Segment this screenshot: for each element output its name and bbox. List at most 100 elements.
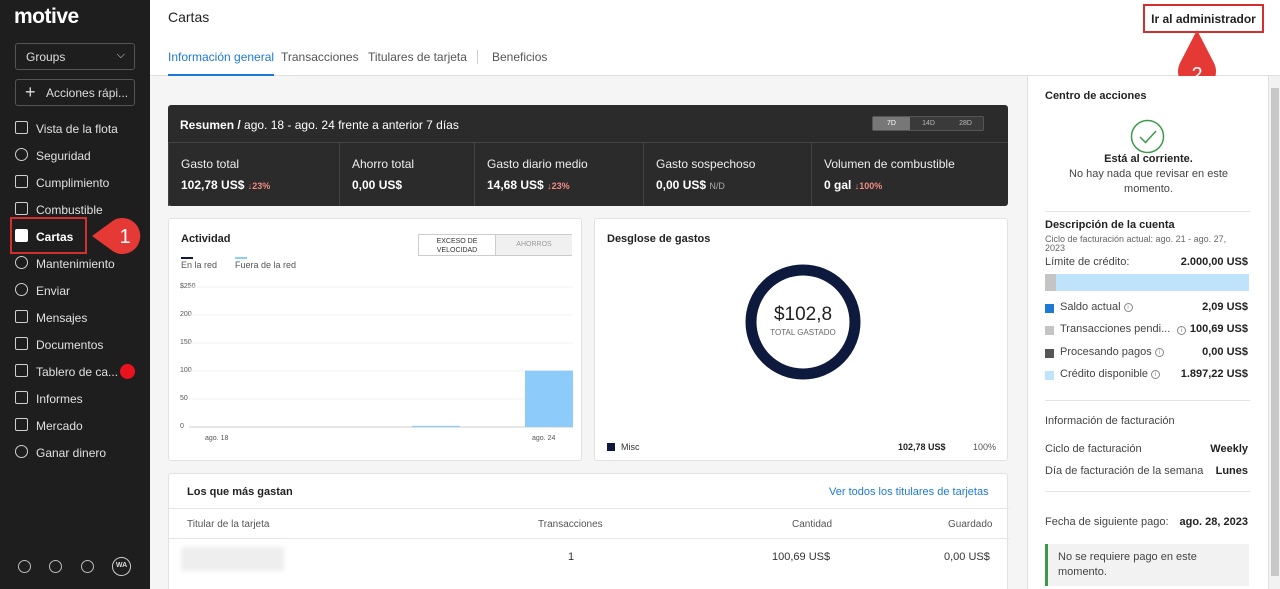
donut-total: $102,8 <box>773 304 833 325</box>
legend-on-label: En la red <box>181 260 218 270</box>
info-icon[interactable]: i <box>1151 370 1161 379</box>
billing-cycle-value: Weekly <box>1210 443 1248 455</box>
chat-icon <box>15 310 28 323</box>
tab-overview[interactable]: Información general <box>168 50 275 76</box>
row-saved: 0,00 US$ <box>944 551 990 563</box>
avatar[interactable]: WA <box>112 557 131 576</box>
donut-total-label: TOTAL GASTADO <box>770 328 836 337</box>
metric-fuel-volume: Volumen de combustible 0 gal ↓100% <box>811 143 1008 206</box>
scrollbar-thumb[interactable] <box>1271 88 1279 576</box>
bar-ago-22[interactable] <box>411 425 460 427</box>
sidebar-item-marketplace[interactable]: Mercado <box>0 412 150 439</box>
metric-delta: ↓23% <box>547 181 570 191</box>
panel-scrollbar[interactable] <box>1268 76 1280 589</box>
current-balance-text: Saldo actual <box>1060 301 1121 313</box>
document-icon <box>15 337 28 350</box>
plus-icon: + <box>25 82 36 102</box>
clipboard-icon <box>15 175 28 188</box>
note-line2: momento. <box>1058 566 1107 578</box>
range-28d-button[interactable]: 28D <box>959 120 972 127</box>
toggle-savings[interactable]: AHORROS <box>496 235 572 255</box>
current-balance-label: Saldo actual i <box>1060 301 1133 313</box>
available-credit-label: Crédito disponible i <box>1060 368 1161 380</box>
sidebar-item-dispatch[interactable]: Enviar <box>0 277 150 304</box>
processing-payments-value: 0,00 US$ <box>1202 346 1248 358</box>
status-title: Está al corriente. <box>1104 153 1193 165</box>
processing-payments-swatch <box>1045 349 1054 358</box>
billing-cycle-label: Ciclo de facturación <box>1045 443 1142 455</box>
metric-amount: 14,68 US$ <box>487 178 544 192</box>
activity-toggle: EXCESO DE VELOCIDAD AHORROS <box>418 234 572 256</box>
groups-select[interactable]: Groups ⌵ <box>15 43 135 70</box>
row-amount: 100,69 US$ <box>772 551 831 563</box>
table-header-divider <box>169 538 1009 539</box>
sidebar-footer: WA <box>0 555 150 579</box>
range-7d-button[interactable]: 7D <box>873 117 910 130</box>
sidebar-item-label: Ganar dinero <box>36 446 107 460</box>
info-icon[interactable]: i <box>1123 303 1133 312</box>
bar-ago-24[interactable] <box>525 370 573 427</box>
y-tick: 150 <box>180 339 192 346</box>
panel-divider <box>1045 400 1250 401</box>
user-settings-icon[interactable] <box>18 560 31 573</box>
callout-marker-1: 1 <box>92 218 141 254</box>
legend-swatch-on <box>181 257 193 259</box>
breakdown-title: Desglose de gastos <box>607 233 711 245</box>
metric-total-savings: Ahorro total 0,00 US$ <box>339 143 474 206</box>
top-spenders-title: Los que más gastan <box>187 486 293 498</box>
activity-card: Actividad EXCESO DE VELOCIDAD AHORROS En… <box>168 218 582 461</box>
row-transactions: 1 <box>568 551 575 563</box>
sidebar-item-compliance[interactable]: Cumplimiento <box>0 169 150 196</box>
sidebar-item-fleet-view[interactable]: Vista de la flota <box>0 115 150 142</box>
check-circle-icon <box>1130 119 1165 154</box>
metric-value: 0,00 US$ <box>352 178 402 192</box>
sidebar-item-label: Tablero de ca... <box>36 365 119 379</box>
sidebar-item-cards[interactable]: Cartas <box>0 223 150 250</box>
y-tick: $250 <box>180 283 196 290</box>
billing-info-title: Información de facturación <box>1045 415 1175 427</box>
sidebar-nav: Vista de la flota Seguridad Cumplimiento… <box>0 115 150 466</box>
tab-divider <box>477 50 478 64</box>
tab-transactions[interactable]: Transacciones <box>281 50 359 64</box>
quick-actions-button[interactable]: + Acciones rápi... <box>15 79 135 106</box>
metric-amount: 0 gal <box>824 178 852 192</box>
sidebar-item-messages[interactable]: Mensajes <box>0 304 150 331</box>
sidebar-item-dashboard[interactable]: Tablero de ca... <box>0 358 150 385</box>
sidebar-item-label: Cumplimiento <box>36 176 110 190</box>
shield-icon <box>15 148 28 161</box>
sidebar-item-fuel[interactable]: Combustible <box>0 196 150 223</box>
callout-marker-2: 2 <box>1178 30 1216 91</box>
spend-breakdown-card: Desglose de gastos $102,8 TOTAL GASTADO … <box>594 218 1008 461</box>
fuel-icon <box>15 202 28 215</box>
motive-logo[interactable]: motive <box>14 5 79 28</box>
metric-delta: ↓100% <box>854 181 883 191</box>
toggle-speeding[interactable]: EXCESO DE VELOCIDAD <box>419 235 496 255</box>
page-header: Cartas Ir al administrador Información g… <box>150 0 1280 76</box>
current-balance-value: 2,09 US$ <box>1202 301 1248 313</box>
notification-dot <box>120 364 135 379</box>
tab-benefits[interactable]: Beneficios <box>492 50 548 64</box>
go-to-admin-button[interactable]: Ir al administrador <box>1143 4 1264 33</box>
next-payment-label: Fecha de siguiente pago: <box>1045 516 1169 528</box>
note-line1: No se requiere pago en este <box>1058 551 1197 563</box>
sidebar-item-maintenance[interactable]: Mantenimiento <box>0 250 150 277</box>
view-all-cardholders-link[interactable]: Ver todos los titulares de tarjetas <box>829 486 989 498</box>
metric-label: Gasto diario medio <box>487 157 588 171</box>
metric-amount: 0,00 US$ <box>352 178 403 192</box>
tab-cardholders[interactable]: Titulares de tarjeta <box>368 50 467 64</box>
sidebar-item-safety[interactable]: Seguridad <box>0 142 150 169</box>
range-toggle: 7D 14D 28D <box>872 116 984 131</box>
column-amount: Cantidad <box>792 519 833 530</box>
bell-icon[interactable] <box>81 560 94 573</box>
summary-panel: Resumen / ago. 18 - ago. 24 frente a ant… <box>168 105 1008 206</box>
info-icon[interactable]: i <box>1154 348 1164 357</box>
sidebar-item-earn-money[interactable]: Ganar dinero <box>0 439 150 466</box>
sidebar-item-documents[interactable]: Documentos <box>0 331 150 358</box>
y-tick: 100 <box>180 367 192 374</box>
help-icon[interactable] <box>49 560 62 573</box>
legend-on-network: En la red <box>181 257 218 270</box>
info-icon[interactable]: i <box>1177 326 1186 335</box>
metric-delta: N/D <box>709 181 725 191</box>
range-14d-button[interactable]: 14D <box>922 120 935 127</box>
sidebar-item-reports[interactable]: Informes <box>0 385 150 412</box>
